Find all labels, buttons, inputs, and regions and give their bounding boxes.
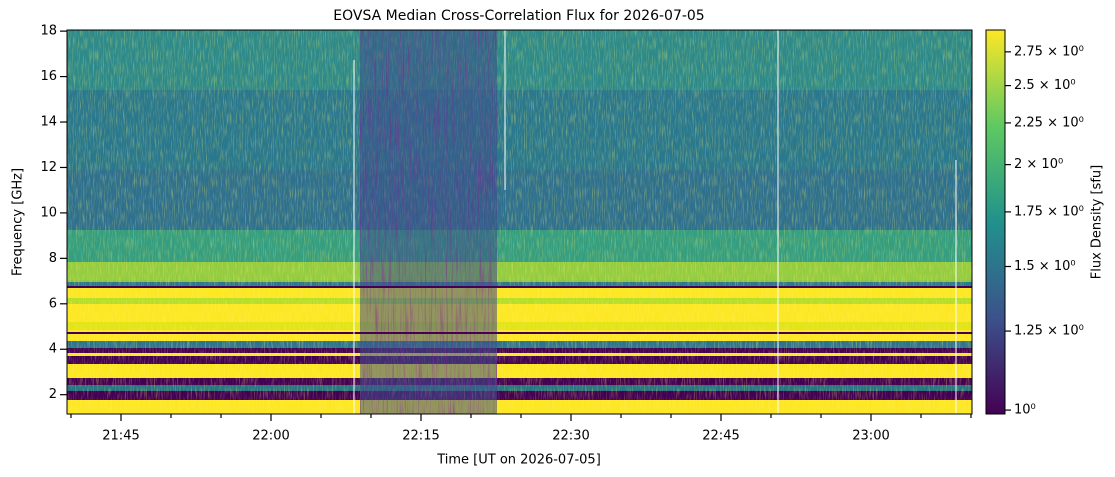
colorbar-tick-label: 2.25 × 10⁰ <box>1014 115 1084 130</box>
colorbar-tick-label: 2.5 × 10⁰ <box>1014 78 1076 93</box>
y-tick-label: 6 <box>49 296 57 311</box>
y-tick-label: 12 <box>40 160 57 175</box>
colorbar-tick-label: 2.75 × 10⁰ <box>1014 44 1084 59</box>
colorbar <box>985 29 1006 415</box>
colorbar-tick-label: 1.75 × 10⁰ <box>1014 204 1084 219</box>
x-tick-label: 22:30 <box>552 429 589 444</box>
spectrogram-image <box>67 30 972 414</box>
y-tick-label: 14 <box>40 115 57 130</box>
x-tick-label: 23:00 <box>852 429 889 444</box>
x-axis-label: Time [UT on 2026-07-05] <box>436 453 601 468</box>
y-tick-label: 4 <box>49 342 57 357</box>
x-tick-label: 22:00 <box>252 429 289 444</box>
x-tick-label: 22:45 <box>702 429 739 444</box>
colorbar-label: Flux Density [sfu] <box>1090 165 1105 279</box>
y-tick-label: 18 <box>40 24 57 39</box>
y-tick-label: 2 <box>49 387 57 402</box>
colorbar-tick-label: 10⁰ <box>1014 403 1036 418</box>
y-tick-label: 16 <box>40 69 57 84</box>
x-tick-label: 21:45 <box>102 429 139 444</box>
y-tick-label: 10 <box>40 205 57 220</box>
plot-frame <box>66 29 973 415</box>
y-axis-label: Frequency [GHz] <box>11 168 26 276</box>
colorbar-tick-label: 2 × 10⁰ <box>1014 157 1063 172</box>
colorbar-tick-label: 1.25 × 10⁰ <box>1014 324 1084 339</box>
chart-title: EOVSA Median Cross-Correlation Flux for … <box>333 8 704 24</box>
colorbar-tick-label: 1.5 × 10⁰ <box>1014 259 1076 274</box>
y-tick-label: 8 <box>49 251 57 266</box>
x-tick-label: 22:15 <box>402 429 439 444</box>
